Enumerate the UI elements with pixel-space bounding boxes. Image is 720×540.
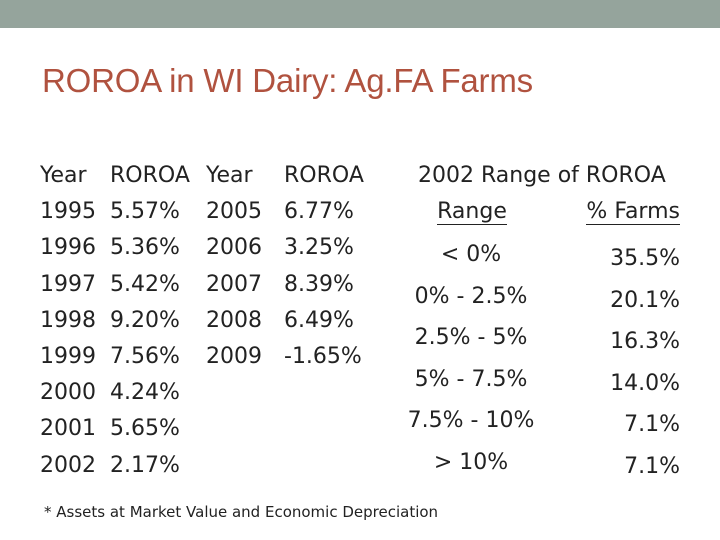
- year-header: Year: [206, 163, 253, 188]
- roroa-header: ROROA: [110, 163, 190, 188]
- year-cell: 1996: [40, 235, 96, 261]
- roroa-cell: 4.24%: [110, 380, 180, 406]
- year-cell: 2007: [206, 271, 262, 297]
- roroa-cell: 9.20%: [110, 307, 180, 333]
- roroa-column-1: ROROA 5.57% 5.36% 5.42% 9.20% 7.56% 4.24…: [110, 158, 190, 484]
- roroa-cell: 5.57%: [110, 199, 180, 225]
- year-cell: 1997: [40, 271, 96, 297]
- range-header-label: Range: [437, 199, 507, 225]
- table-row: 2.5% - 5% 16.3%: [396, 321, 680, 363]
- year-cell: 2006: [206, 235, 262, 261]
- roroa-cell: 8.39%: [284, 271, 354, 297]
- year-cell: 1999: [40, 343, 96, 369]
- farms-header: % Farms: [576, 194, 680, 230]
- pct-cell: 20.1%: [610, 287, 680, 313]
- year-column-1: Year 1995 1996 1997 1998 1999 2000 2001 …: [40, 158, 98, 484]
- roroa-cell: 5.65%: [110, 416, 180, 442]
- year-cell: 2009: [206, 343, 262, 369]
- table-row: < 0% 35.5%: [396, 238, 680, 280]
- year-column-2: Year 2005 2006 2007 2008 2009: [206, 158, 266, 375]
- year-header: Year: [40, 163, 87, 188]
- range-header: Range: [420, 194, 524, 230]
- range-cell: < 0%: [440, 242, 502, 267]
- year-cell: 2002: [40, 452, 96, 478]
- footnote: * Assets at Market Value and Economic De…: [44, 503, 439, 521]
- pct-cell: 16.3%: [610, 329, 680, 355]
- roroa-cell: 5.42%: [110, 271, 180, 297]
- year-cell: 2008: [206, 307, 262, 333]
- year-cell: 2000: [40, 380, 96, 406]
- range-cell: 2.5% - 5%: [414, 325, 528, 351]
- roroa-cell: 7.56%: [110, 343, 180, 369]
- range-table-rows: < 0% 35.5% 0% - 2.5% 20.1% 2.5% - 5% 16.…: [396, 238, 680, 488]
- roroa-column-2: ROROA 6.77% 3.25% 8.39% 6.49% -1.65%: [284, 158, 364, 375]
- farms-header-label: % Farms: [586, 199, 680, 225]
- table-row: > 10% 7.1%: [396, 446, 680, 488]
- pct-cell: 7.1%: [624, 412, 680, 438]
- range-cell: > 10%: [433, 449, 509, 475]
- range-cell: 7.5% - 10%: [407, 408, 535, 434]
- roroa-cell: 6.77%: [284, 199, 354, 225]
- roroa-cell: 6.49%: [284, 307, 354, 333]
- table-row: 5% - 7.5% 14.0%: [396, 363, 680, 405]
- range-cell: 5% - 7.5%: [414, 366, 528, 392]
- slide-title: ROROA in WI Dairy: Ag.FA Farms: [42, 62, 533, 99]
- pct-cell: 35.5%: [610, 246, 680, 271]
- roroa-cell: 2.17%: [110, 452, 180, 478]
- table-row: 7.5% - 10% 7.1%: [396, 404, 680, 446]
- range-cell: 0% - 2.5%: [414, 283, 528, 309]
- roroa-cell: 5.36%: [110, 235, 180, 261]
- top-band: [0, 0, 720, 28]
- year-cell: 2001: [40, 416, 96, 442]
- pct-cell: 14.0%: [610, 370, 680, 396]
- roroa-cell: 3.25%: [284, 235, 354, 261]
- year-cell: 2005: [206, 199, 262, 225]
- year-cell: 1995: [40, 199, 96, 225]
- table-row: 0% - 2.5% 20.1%: [396, 280, 680, 322]
- roroa-header: ROROA: [284, 163, 364, 188]
- pct-cell: 7.1%: [624, 453, 680, 479]
- range-table-title: 2002 Range of ROROA: [418, 163, 666, 188]
- year-cell: 1998: [40, 307, 96, 333]
- roroa-cell: -1.65%: [284, 343, 362, 369]
